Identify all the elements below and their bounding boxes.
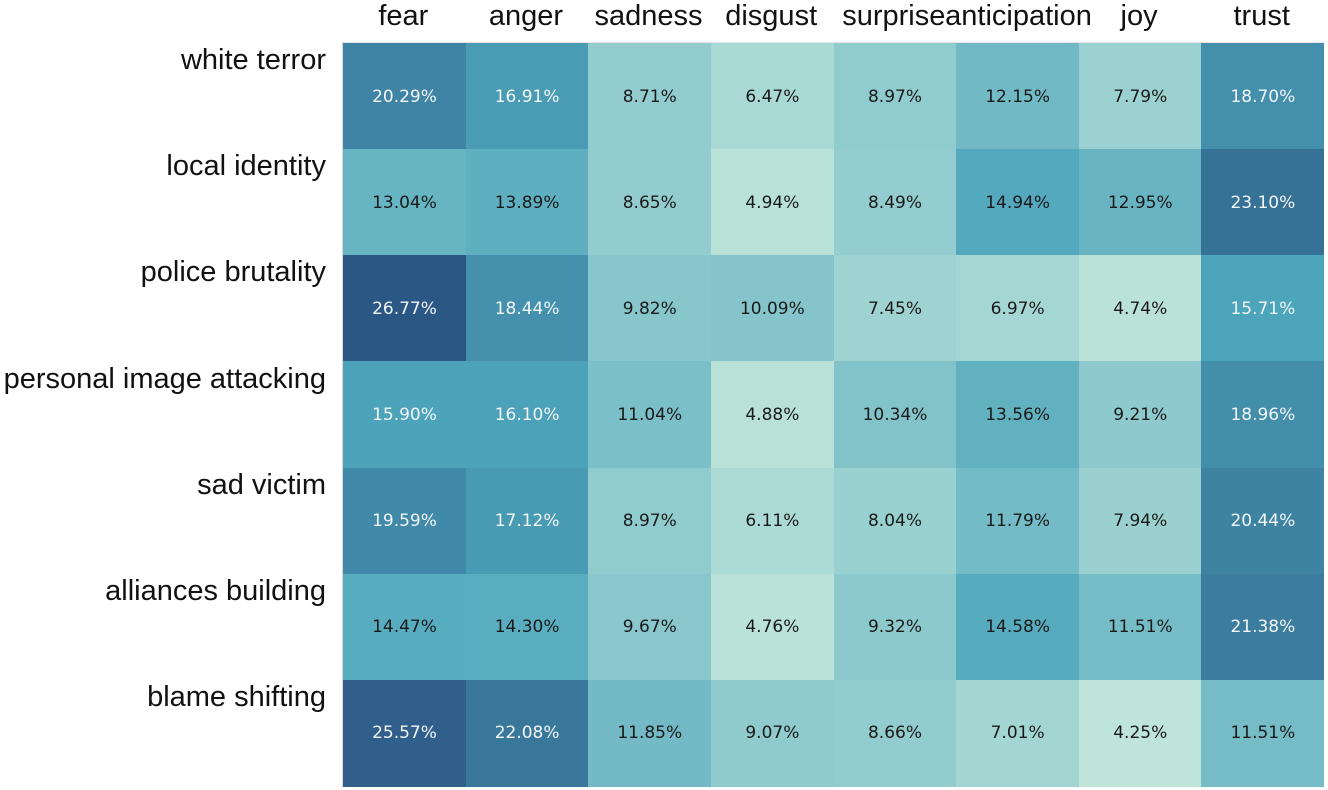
column-label-anger: anger xyxy=(488,0,564,32)
heatmap-cell: 10.09% xyxy=(710,255,834,363)
column-label-sadness: sadness xyxy=(594,0,703,32)
heatmap-cell: 16.10% xyxy=(465,361,589,469)
heatmap-grid: 20.29% 16.91% 8.71% 6.47% 8.97% 12.15% 7.79% 18… xyxy=(342,42,1325,787)
heatmap-cell: 4.94% xyxy=(710,149,834,257)
heatmap-cell: 4.76% xyxy=(710,573,834,681)
row-label-police-brutality: police brutality xyxy=(140,256,326,289)
heatmap-cell: 26.77% xyxy=(343,255,466,363)
heatmap-cell: 7.01% xyxy=(956,679,1080,787)
column-label-surprise: surprise xyxy=(842,0,946,32)
heatmap-cell: 16.91% xyxy=(465,43,589,150)
column-label-joy: joy xyxy=(1120,0,1158,32)
heatmap-cell: 7.45% xyxy=(833,255,957,363)
column-label-anticipation: anticipation xyxy=(945,0,1092,32)
row-label-sad-victim: sad victim xyxy=(197,468,326,501)
heatmap-cell: 18.70% xyxy=(1201,43,1325,150)
heatmap-cell: 10.34% xyxy=(833,361,957,469)
heatmap-cell: 8.97% xyxy=(588,467,712,575)
heatmap-cell: 20.29% xyxy=(343,43,466,150)
heatmap-cell: 13.56% xyxy=(956,361,1080,469)
heatmap-cell: 8.97% xyxy=(833,43,957,150)
heatmap-cell: 9.67% xyxy=(588,573,712,681)
heatmap-cell: 11.85% xyxy=(588,679,712,787)
heatmap-cell: 7.94% xyxy=(1078,467,1202,575)
heatmap-cell: 17.12% xyxy=(465,467,589,575)
heatmap-cell: 19.59% xyxy=(343,467,466,575)
heatmap-cell: 13.04% xyxy=(343,149,466,257)
heatmap-cell: 18.96% xyxy=(1201,361,1325,469)
heatmap-cell: 13.89% xyxy=(465,149,589,257)
heatmap-cell: 21.38% xyxy=(1201,573,1325,681)
heatmap-cell: 8.65% xyxy=(588,149,712,257)
heatmap-cell: 6.97% xyxy=(956,255,1080,363)
heatmap-cell: 11.79% xyxy=(956,467,1080,575)
heatmap-cell: 7.79% xyxy=(1078,43,1202,150)
heatmap-cell: 15.71% xyxy=(1201,255,1325,363)
row-label-white-terror: white terror xyxy=(180,44,326,77)
heatmap-cell: 14.58% xyxy=(956,573,1080,681)
heatmap-cell: 12.95% xyxy=(1078,149,1202,257)
heatmap-cell: 14.30% xyxy=(465,573,589,681)
heatmap-cell: 9.32% xyxy=(833,573,957,681)
heatmap-cell: 8.04% xyxy=(833,467,957,575)
row-label-alliances-building: alliances building xyxy=(105,574,326,607)
heatmap-cell: 14.94% xyxy=(956,149,1080,257)
heatmap-cell: 11.51% xyxy=(1078,573,1202,681)
heatmap-cell: 12.15% xyxy=(956,43,1080,150)
heatmap-cell: 8.49% xyxy=(833,149,957,257)
heatmap-cell: 11.51% xyxy=(1201,679,1325,787)
heatmap-cell: 20.44% xyxy=(1201,467,1325,575)
column-label-fear: fear xyxy=(378,0,429,32)
heatmap-cell: 9.07% xyxy=(710,679,834,787)
heatmap-cell: 9.21% xyxy=(1078,361,1202,469)
heatmap-cell: 15.90% xyxy=(343,361,466,469)
heatmap-cell: 6.11% xyxy=(710,467,834,575)
column-label-trust: trust xyxy=(1233,0,1290,32)
heatmap-cell: 4.74% xyxy=(1078,255,1202,363)
heatmap-cell: 4.88% xyxy=(710,361,834,469)
row-label-personal-image-attacking: personal image attacking xyxy=(3,362,326,395)
heatmap-cell: 11.04% xyxy=(588,361,712,469)
heatmap-cell: 8.71% xyxy=(588,43,712,150)
row-label-blame-shifting: blame shifting xyxy=(147,680,326,713)
row-label-local-identity: local identity xyxy=(166,150,326,183)
heatmap-cell: 23.10% xyxy=(1201,149,1325,257)
heatmap-cell: 9.82% xyxy=(588,255,712,363)
heatmap-cell: 18.44% xyxy=(465,255,589,363)
heatmap-cell: 4.25% xyxy=(1078,679,1202,787)
heatmap-cell: 22.08% xyxy=(465,679,589,787)
heatmap-cell: 14.47% xyxy=(343,573,466,681)
heatmap-cell: 8.66% xyxy=(833,679,957,787)
heatmap-cell: 6.47% xyxy=(710,43,834,150)
column-label-disgust: disgust xyxy=(725,0,818,32)
heatmap-cell: 25.57% xyxy=(343,679,466,787)
